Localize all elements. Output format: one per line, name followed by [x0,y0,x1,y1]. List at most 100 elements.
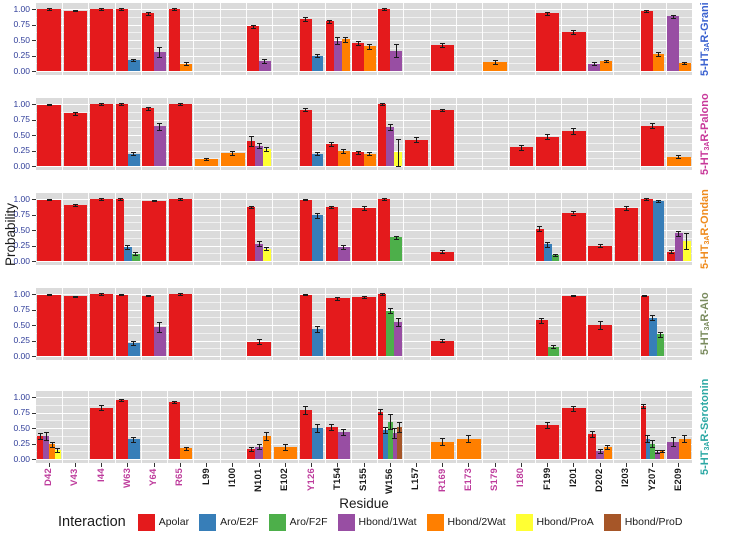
error-bar-line [343,149,345,153]
error-bar-cap [650,128,656,130]
y-tick-mark [32,340,36,342]
bar-hbond-2wat [678,438,691,459]
bar-hbond-1wat [667,16,679,71]
error-bar-line [337,36,339,45]
error-bar-cap [119,401,125,403]
y-tick-mark [32,199,36,200]
error-bar-cap [676,155,682,157]
error-bar-line [232,150,234,156]
y-tick-label: 0.50 [13,34,30,45]
error-bar-line [206,157,208,161]
error-bar-line [258,444,260,450]
error-bar-cap [656,202,661,204]
error-bar-line [678,155,680,158]
error-bar-cap [157,57,163,59]
error-bar-cap [99,103,105,105]
error-bar-line [573,210,575,215]
vertical-gridline [613,288,615,360]
bar-apolar [116,199,124,261]
vertical-gridline [88,98,90,170]
error-bar-cap [157,331,163,333]
error-bar-cap [335,299,341,301]
y-tick-mark [32,71,36,72]
y-tick-label: 0.00 [13,65,30,76]
bar-aro-f2f [386,310,395,356]
error-bar-cap [571,133,577,135]
error-bar-cap [72,10,78,12]
error-bar-cap [99,293,105,295]
error-bar-cap [571,214,577,216]
error-bar-line [343,244,345,249]
error-bar-line [380,409,382,415]
vertical-gridline [62,391,64,463]
error-bar-line [121,398,123,402]
error-bar-cap [682,61,688,63]
error-bar-line [159,321,161,332]
bar-apolar [640,199,653,261]
error-bar-cap [640,404,646,406]
error-bar-line [135,252,137,255]
bar-hbond-2wat [667,156,691,166]
vertical-gridline [245,98,247,170]
bar-aro-e2f [123,246,132,261]
error-bar-cap [682,441,688,443]
gridline [36,32,692,34]
error-bar-line [553,345,555,348]
error-bar-cap [264,147,270,149]
error-bar-cap [99,199,105,201]
vertical-gridline [403,288,405,360]
bar-hbond-2wat [364,153,376,166]
bar-hbond-2wat [604,447,612,459]
vertical-gridline [560,3,562,75]
bar-apolar [326,427,338,459]
error-bar-line [266,432,268,440]
error-bar-line [173,400,175,404]
vertical-gridline [324,193,326,265]
error-bar-line [442,250,444,253]
legend-label: Apolar [158,516,190,528]
y-tick-label: 0.50 [13,422,30,433]
vertical-gridline [272,193,274,265]
error-bar-cap [413,142,419,144]
bar-apolar [562,130,586,166]
bar-apolar [614,208,639,261]
y-tick-mark [32,104,36,105]
error-bar-cap [72,297,78,299]
bar-apolar [562,212,586,261]
error-bar-cap [157,47,163,49]
error-bar-cap [177,103,183,105]
y-tick-label: 0.50 [13,319,30,330]
legend-label: Hbond/1Wat [358,516,417,528]
bar-apolar [352,208,376,261]
error-bar-cap [355,44,361,46]
error-bar-cap [676,235,682,237]
vertical-gridline [167,98,169,170]
error-bar-line [57,447,59,452]
error-bar-line [605,59,607,63]
error-bar-line [331,424,333,431]
y-tick-label: 0.25 [13,438,30,448]
error-bar-cap [335,297,341,299]
vertical-gridline [377,288,379,360]
error-bar-cap [387,414,393,416]
error-bar-cap [392,428,398,429]
bar-apolar [640,10,653,71]
error-bar-cap [395,138,401,140]
error-bar-line [258,143,260,148]
error-bar-cap [379,294,385,296]
bar-hbond-1wat [390,50,402,71]
y-tick-label: 0.75 [13,209,30,219]
error-bar-line [133,151,135,156]
error-bar-line [250,447,252,451]
bar-hbond-2wat [180,448,193,459]
gridline [36,356,692,357]
vertical-gridline [560,288,562,360]
error-bar-cap [72,114,78,116]
error-bar-line [385,426,387,433]
error-bar-cap [440,342,446,344]
error-bar-cap [591,64,597,66]
error-bar-line [329,19,331,24]
vertical-gridline [377,391,379,463]
error-bar-line [659,331,661,337]
